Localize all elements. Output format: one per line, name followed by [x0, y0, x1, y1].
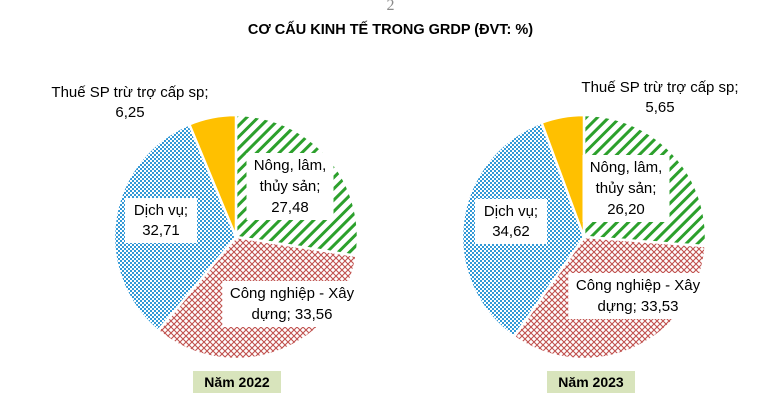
slice-label-dv: Dịch vụ; 32,71	[125, 198, 197, 243]
slice-label-line: Dịch vụ;	[134, 202, 188, 219]
slice-label-line: Thuế SP trừ trợ cấp sp;	[581, 79, 738, 96]
slice-label-line: thủy sản;	[596, 180, 657, 197]
slice-label-line: dựng; 33,53	[598, 298, 679, 315]
slice-label-line: Công nghiệp - Xây	[576, 277, 701, 294]
year-label: Năm 2022	[193, 371, 281, 393]
slice-label-line: 6,25	[115, 104, 144, 121]
slice-label-dv: Dịch vụ; 34,62	[475, 199, 547, 244]
year-label-text: Năm 2022	[204, 374, 270, 390]
page-number: 2	[386, 0, 395, 14]
slice-label-line: Thuế SP trừ trợ cấp sp;	[51, 84, 208, 101]
slice-label-cn: Công nghiệp - Xây dựng; 33,56	[222, 281, 362, 327]
slice-label-line: 34,62	[492, 223, 530, 240]
slice-label-nong: Nông, lâm, thủy sản; 26,20	[582, 155, 670, 222]
slice-label-thue: Thuế SP trừ trợ cấp sp; 5,65	[581, 79, 738, 116]
slice-label-line: 32,71	[142, 222, 180, 239]
slice-label-line: dựng; 33,56	[252, 306, 333, 323]
slice-label-line: Nông, lâm,	[590, 159, 663, 176]
slice-label-line: 26,20	[607, 201, 645, 218]
year-label: Năm 2023	[547, 371, 635, 393]
slice-label-line: Nông, lâm,	[254, 157, 327, 174]
pie-slice-thue	[539, 113, 586, 238]
year-label-text: Năm 2023	[558, 374, 624, 390]
slice-label-line: Công nghiệp - Xây	[230, 285, 355, 302]
slice-label-line: 5,65	[645, 99, 674, 116]
pie-chart-2: Nông, lâm, thủy sản; 26,20 Công nghiệp - Xâ…	[460, 79, 739, 393]
slice-label-line: 27,48	[271, 199, 309, 216]
slice-label-line: thủy sản;	[260, 178, 321, 195]
slice-label-thue: Thuế SP trừ trợ cấp sp; 6,25	[51, 84, 208, 121]
slice-label-cn: Công nghiệp - Xây dựng; 33,53	[568, 273, 708, 319]
pie-chart-1: Nông, lâm, thủy sản; 27,48 Công nghiệp - Xâ…	[51, 84, 362, 393]
chart-title: CƠ CẤU KINH TẾ TRONG GRDP (ĐVT: %)	[247, 22, 534, 38]
pie-slice-thue	[187, 113, 238, 238]
slice-label-line: Dịch vụ;	[484, 203, 538, 220]
slice-label-nong: Nông, lâm, thủy sản; 27,48	[246, 153, 334, 220]
